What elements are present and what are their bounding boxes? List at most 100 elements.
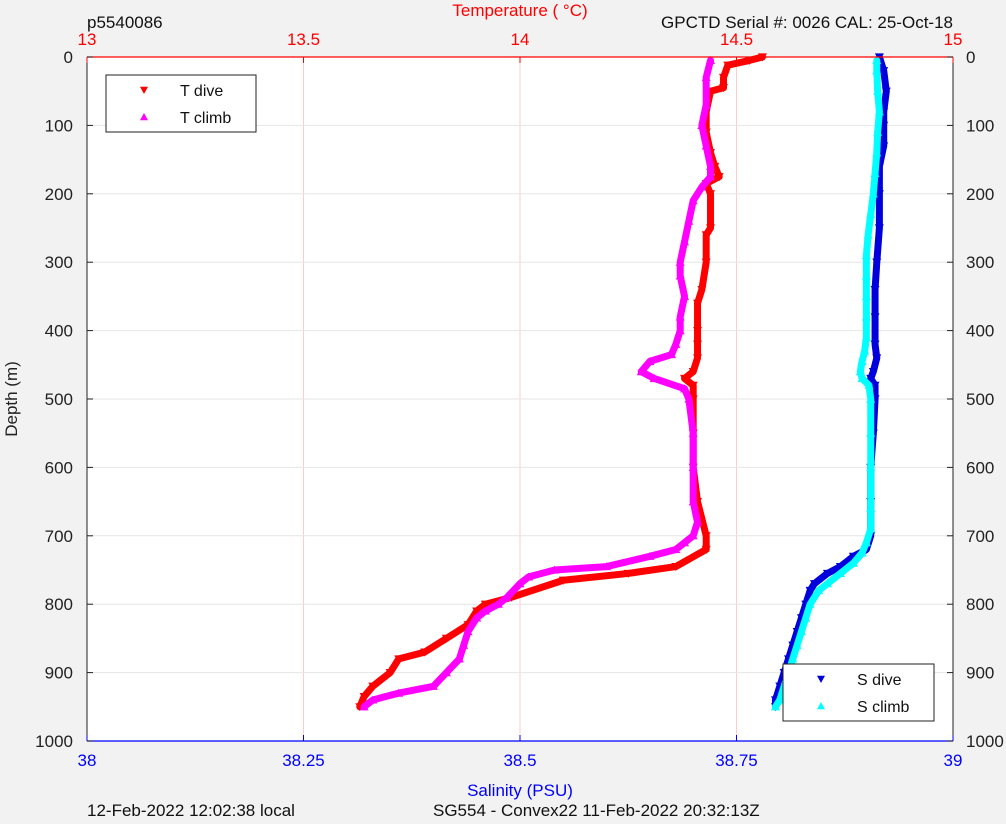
series-s-climb [770,55,884,711]
depth-tick-label-right: 100 [966,116,994,135]
data-point-marker [688,462,698,471]
data-series [355,53,891,712]
data-point-marker [719,84,729,93]
data-point-marker [701,73,711,82]
data-point-marker [835,562,845,572]
data-point-marker [472,613,482,622]
data-point-marker [480,600,490,609]
depth-tick-label-right: 1000 [966,732,1004,751]
depth-tick-label-left: 500 [45,390,73,409]
data-point-marker [866,209,876,218]
data-point-marker [857,548,867,557]
data-point-marker [848,552,858,561]
data-point-marker [723,61,733,70]
data-point-marker [645,551,655,560]
data-point-marker [693,354,703,363]
data-point-marker [684,216,694,225]
data-point-marker [801,613,811,622]
data-point-marker [814,586,824,595]
data-point-marker [480,606,490,615]
data-point-marker [706,172,716,181]
data-point-marker [873,127,883,136]
data-point-marker [822,579,832,588]
data-point-marker [860,346,870,355]
depth-tick-label-left: 1000 [35,732,73,751]
data-point-marker [688,531,698,540]
data-point-marker [866,503,876,513]
depth-axis-title: Depth (m) [2,361,21,437]
data-point-marker [688,497,698,506]
data-point-marker [701,258,711,267]
data-point-marker [870,381,880,390]
data-point-marker [809,580,819,589]
profile-id-label: p5540086 [87,13,163,32]
legend-label: T climb [180,110,231,127]
data-point-marker [675,271,685,280]
data-point-marker [701,100,711,109]
data-point-marker [719,73,729,83]
depth-tick-label-right: 700 [966,527,994,546]
data-point-marker [524,572,534,581]
data-point-marker [770,702,780,711]
data-point-marker [688,196,698,205]
series-trace [771,56,883,711]
legend-label: T dive [180,83,223,100]
data-point-marker [872,354,882,363]
data-point-marker [688,428,698,437]
data-point-marker [866,524,876,533]
data-point-marker [693,327,703,336]
data-point-marker [680,384,690,393]
data-point-marker [493,599,503,608]
depth-tick-label-left: 400 [45,322,73,341]
data-point-marker [667,350,677,359]
data-point-marker [873,86,883,95]
data-point-marker [701,532,711,541]
depth-tick-label-right: 400 [966,322,994,341]
data-point-marker [675,257,685,266]
data-point-marker [684,394,694,403]
depth-tick-label-left: 300 [45,253,73,272]
data-point-marker [697,120,707,129]
legend-label: S dive [857,672,902,689]
data-point-marker [866,394,876,403]
data-point-marker [861,291,871,300]
data-point-marker [866,428,876,437]
data-point-marker [706,55,716,65]
data-point-marker [861,250,871,259]
data-point-marker [441,668,451,677]
data-point-marker [693,340,703,349]
data-point-marker [855,367,865,376]
data-point-marker [861,538,871,547]
data-point-marker [792,640,802,649]
data-point-marker [394,688,404,697]
data-point-marker [675,326,685,335]
data-point-marker [872,66,882,75]
data-point-marker [636,367,646,376]
salinity-tick-label: 38.5 [503,751,536,770]
depth-tick-label-right: 200 [966,185,994,204]
depth-tick-label-right: 900 [966,664,994,683]
depth-tick-label-left: 900 [45,664,73,683]
data-point-marker [706,224,716,233]
local-time-label: 12-Feb-2022 12:02:38 local [87,801,295,819]
calibration-label: GPCTD Serial #: 0026 CAL: 25-Oct-18 [661,13,953,32]
temperature-tick-label: 14.5 [720,30,753,49]
data-point-marker [866,462,876,471]
data-point-marker [861,332,871,342]
data-point-marker [671,544,681,554]
legend-marker-t-dive [140,86,148,94]
data-point-marker [870,313,880,322]
data-point-marker [680,237,690,246]
salinity-tick-label: 38 [78,751,97,770]
data-point-marker [868,189,878,198]
depth-tick-label-left: 700 [45,527,73,546]
data-point-marker [359,702,369,711]
salinity-axis-title: Salinity (PSU) [467,781,573,800]
data-point-marker [459,640,469,649]
data-point-marker [515,579,525,588]
mission-label: SG554 - Convex22 11-Feb-2022 20:32:13Z [433,801,760,819]
depth-tick-label-right: 500 [966,390,994,409]
series-t-climb [359,55,716,711]
data-point-marker [706,161,716,171]
